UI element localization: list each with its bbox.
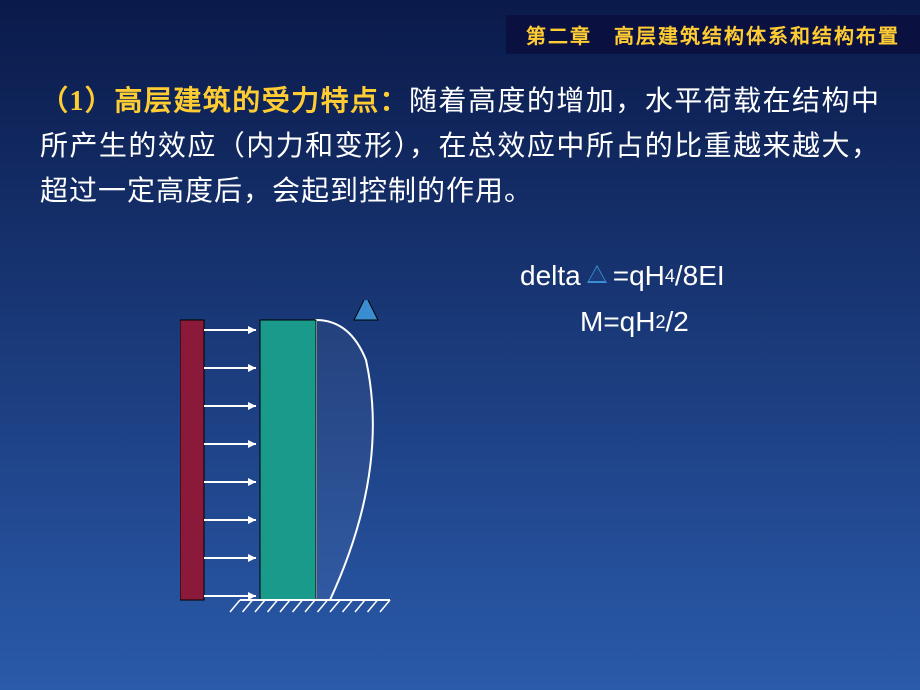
- formula1-suffix: /8EI: [675, 260, 725, 292]
- cantilever-diagram: [180, 300, 440, 630]
- formula1-eq: =qH: [613, 260, 665, 292]
- formula1-prefix: delta: [520, 260, 581, 292]
- delta-triangle-icon: [587, 265, 607, 283]
- main-paragraph: （1）高层建筑的受力特点：随着高度的增加，水平荷载在结构中所产生的效应（内力和变…: [40, 80, 880, 214]
- formula-deflection: delta =qH4 /8EI: [520, 260, 725, 292]
- chapter-header: 第二章 高层建筑结构体系和结构布置: [506, 15, 920, 54]
- formula2-prefix: M=qH: [580, 306, 655, 338]
- formula2-suffix: /2: [665, 306, 688, 338]
- formula2-exp: 2: [655, 312, 665, 333]
- formula1-exp: 4: [665, 266, 675, 287]
- formula-moment: M=qH2 /2: [580, 306, 725, 338]
- formula-block: delta =qH4 /8EI M=qH2 /2: [520, 260, 725, 352]
- lead-text: （1）高层建筑的受力特点：: [40, 86, 409, 117]
